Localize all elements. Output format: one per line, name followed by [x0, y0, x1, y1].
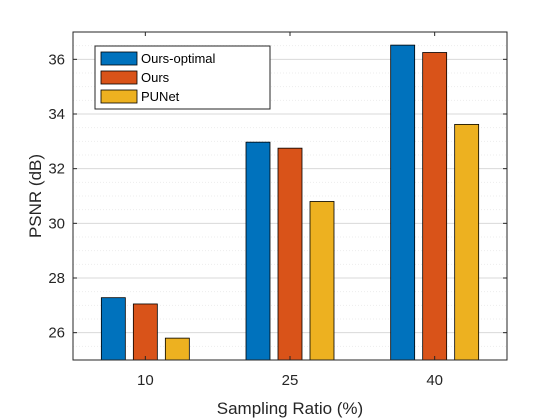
y-tick-label: 34	[48, 106, 65, 123]
bar-ours-10	[132, 303, 158, 361]
x-axis-label: Sampling Ratio (%)	[217, 399, 363, 418]
legend-swatch	[100, 70, 138, 85]
ticks: 26 28 30 32 34 36 10 25 40	[48, 32, 507, 389]
x-tick-label: 40	[426, 372, 443, 389]
legend-swatch	[100, 89, 138, 104]
bar-ours-optimal-10	[100, 297, 126, 361]
bar-ours-25	[277, 147, 303, 361]
y-tick-label: 32	[48, 161, 65, 178]
bar-punet-25	[309, 201, 335, 361]
x-tick-label: 10	[137, 372, 154, 389]
legend-label: PUNet	[141, 89, 180, 104]
bars	[100, 44, 480, 361]
legend-label: Ours-optimal	[141, 51, 216, 66]
legend-swatch	[100, 51, 138, 66]
bar-ours-optimal-25	[245, 141, 271, 361]
bar-punet-10	[164, 337, 190, 361]
y-tick-label: 30	[48, 215, 65, 232]
bar-ours-40	[422, 52, 448, 361]
bar-ours-optimal-40	[390, 44, 416, 361]
x-tick-label: 25	[282, 372, 299, 389]
legend-label: Ours	[141, 70, 170, 85]
y-tick-label: 28	[48, 270, 65, 287]
y-tick-label: 26	[48, 325, 65, 342]
y-axis-label: PSNR (dB)	[26, 154, 45, 238]
y-tick-label: 36	[48, 51, 65, 68]
bar-punet-40	[454, 123, 480, 361]
legend: Ours-optimal Ours PUNet	[94, 45, 271, 110]
